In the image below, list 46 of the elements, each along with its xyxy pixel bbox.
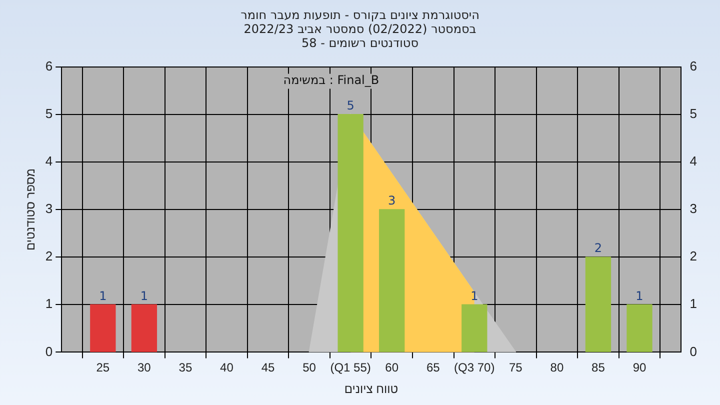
x-tick-label: 45	[261, 360, 276, 375]
y2-tick-label: 2	[690, 248, 698, 264]
y2-tick-label: 6	[690, 58, 698, 74]
bar	[338, 114, 364, 352]
bar	[90, 304, 116, 352]
y2-tick-label: 3	[690, 201, 698, 216]
y-axis-title: מספר סטודנטים	[24, 168, 38, 251]
y2-tick-label: 0	[690, 344, 698, 359]
x-tick-label: 80	[550, 360, 564, 375]
y-tick-label: 4	[45, 154, 53, 169]
y-tick-label: 5	[45, 106, 53, 121]
y2-tick-label: 5	[690, 106, 698, 121]
y-tick-label: 3	[45, 201, 53, 216]
data-label: 2	[594, 241, 602, 256]
y-tick-label: 2	[45, 248, 53, 264]
chart-title: היסטוגרמת ציונים בקורס - תופעות מעבר חומר	[240, 8, 480, 22]
x-tick-label: 65	[426, 360, 440, 375]
x-tick-label: 35	[178, 360, 192, 375]
bar	[626, 304, 652, 352]
chart-subtitle: בסמסטר (02/2022) סמסטר אביב 2022/23 סטודנטים רשומים - 58	[242, 22, 478, 50]
x-tick-label: (Q1 55)	[330, 360, 371, 375]
y-tick-label: 1	[45, 296, 53, 312]
y2-tick-label: 4	[690, 154, 698, 169]
x-tick-label: 60	[385, 360, 399, 375]
y-tick-label: 0	[45, 344, 53, 359]
x-tick-label: 90	[632, 360, 646, 375]
bar	[585, 256, 612, 352]
x-tick-label: 85	[592, 360, 606, 375]
data-label: 3	[388, 194, 396, 208]
data-label: 5	[346, 98, 354, 112]
x-tick-label: 25	[96, 360, 110, 375]
bar	[131, 304, 158, 352]
x-tick-label: 30	[138, 360, 152, 375]
x-tick-label: 50	[302, 360, 316, 375]
y-tick-label: 6	[45, 58, 53, 74]
annotation: במשימה : Final_B	[283, 72, 380, 87]
x-axis-title: טווח ציונים	[344, 382, 398, 396]
data-label: 1	[140, 288, 148, 303]
x-tick-label: 40	[220, 360, 234, 375]
data-label: 1	[99, 288, 107, 303]
y2-tick-label: 1	[690, 296, 698, 312]
bar	[462, 304, 488, 352]
x-tick-label: (Q3 70)	[454, 360, 495, 375]
data-label: 1	[636, 288, 644, 303]
bar	[379, 209, 405, 352]
x-tick-label: 75	[508, 360, 523, 375]
